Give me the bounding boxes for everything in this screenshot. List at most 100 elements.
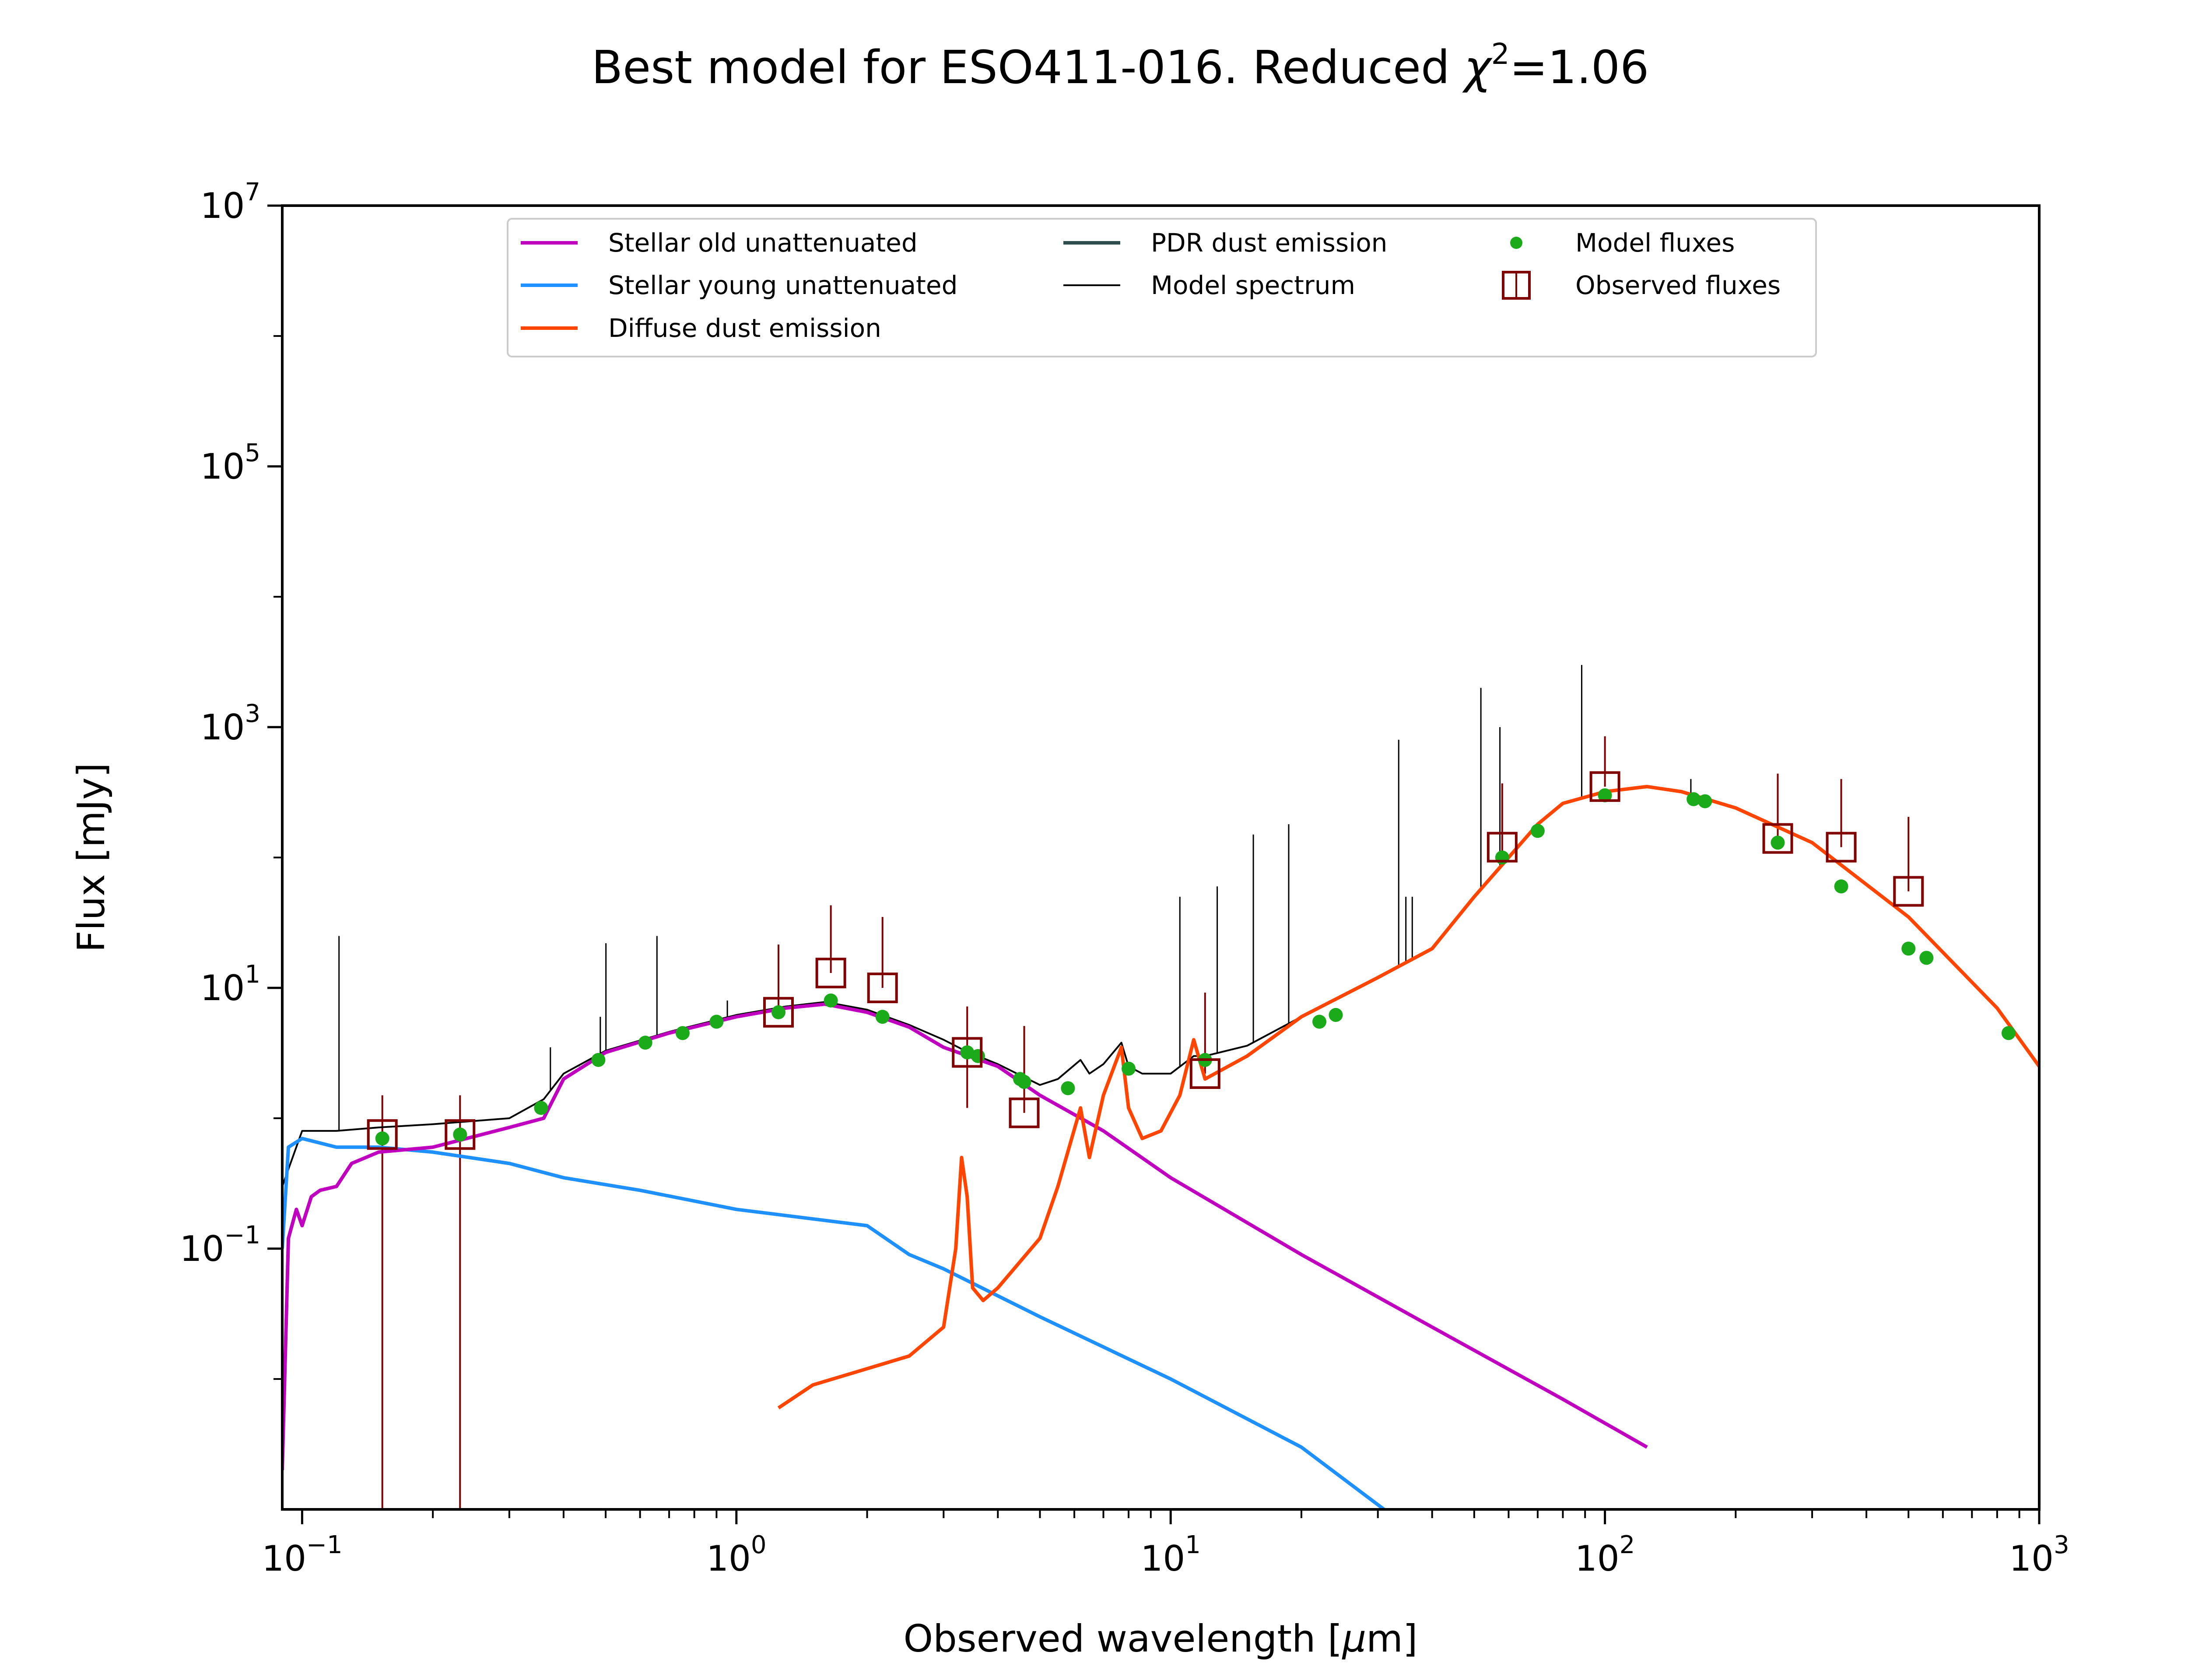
model-flux-point [1312,1015,1327,1029]
model-flux-point [971,1049,985,1063]
model-flux-point [591,1053,606,1067]
y-tick-exponent: 1 [245,960,260,989]
title-value: =1.06 [1510,41,1649,94]
plot-area [282,665,2039,1509]
model-flux-point [1919,951,1934,965]
legend-stellar-old: Stellar old unattenuated [521,228,918,258]
y-tick-label: 105 [200,439,260,487]
y-tick-label: 103 [200,700,260,748]
observed-flux-marker [1009,1097,1040,1128]
model-flux-point [709,1015,724,1029]
model-flux-point [1122,1061,1136,1076]
model-flux-point [2001,1026,2016,1040]
stellar-young-line [282,1137,1385,1509]
observed-flux-marker [1826,832,1857,863]
title-chi: χ [1462,41,1493,94]
diffuse-dust-line [777,784,2039,1410]
x-tick-base: 10 [1140,1538,1185,1579]
x-tick-exponent: 0 [751,1531,767,1559]
observed-flux-marker [763,997,794,1028]
legend-observed-fluxes: Observed fluxes [1502,270,1781,300]
model-flux-point [1598,788,1612,802]
observed-flux-marker [1189,1058,1220,1089]
legend-label: Stellar old unattenuated [608,228,918,258]
stellar-old-line [282,1002,1648,1470]
x-tick-base: 10 [706,1538,751,1579]
model-flux-point [638,1036,652,1050]
y-tick-exponent: 5 [245,439,260,467]
y-tick-base: 10 [200,707,245,748]
model-flux-point [1698,794,1712,808]
y-tick-label: 10−1 [180,1221,260,1269]
model-flux-point [1771,836,1785,850]
legend-model-fluxes: Model fluxes [1510,228,1735,258]
x-tick-base: 10 [1575,1538,1620,1579]
model-flux-point [1687,792,1701,806]
x-tick-base: 10 [262,1538,306,1579]
model-flux-point [675,1026,690,1040]
y-axis-label: Flux [mJy] [70,763,113,952]
model-flux-point [1329,1008,1343,1022]
model-flux-point [1061,1081,1075,1096]
observed-flux-marker [867,973,898,1003]
y-tick-exponent: 7 [245,178,260,206]
title-sup: 2 [1491,37,1510,71]
y-tick-exponent: −1 [224,1221,260,1250]
legend-diffuse-dust: Diffuse dust emission [521,313,881,343]
model-flux-point [960,1045,975,1060]
model-flux-point [875,1010,890,1024]
y-tick-base: 10 [180,1228,224,1269]
observed-flux-marker [815,958,846,989]
x-tick-label: 10−1 [262,1531,342,1579]
model-flux-point [1017,1074,1031,1089]
legend-stellar-young: Stellar young unattenuated [521,270,957,300]
model-flux-point [771,1005,785,1019]
x-tick-base: 10 [2009,1538,2054,1579]
x-axis-label-pre: Observed wavelength [ [904,1617,1343,1661]
y-tick-base: 10 [200,186,245,226]
x-tick-exponent: 2 [1620,1531,1635,1559]
observed-flux-marker [1487,832,1518,863]
x-axis-label-mu: μ [1341,1617,1366,1661]
x-axis-label: Observed wavelength [μm] [904,1617,1418,1661]
legend-label: Model spectrum [1151,270,1355,300]
model-flux-point [1834,879,1848,894]
legend: Stellar old unattenuated Stellar young un… [507,218,1817,357]
x-axis-label-post: m] [1366,1617,1417,1661]
x-tick-label: 102 [1575,1531,1635,1579]
legend-label: Model fluxes [1575,228,1735,258]
legend-label: Stellar young unattenuated [608,270,957,300]
model-flux-point [1901,942,1916,956]
observed-flux-marker [1589,771,1620,802]
y-tick-label: 107 [200,178,260,226]
x-tick-label: 103 [2009,1531,2069,1579]
legend-label: PDR dust emission [1151,228,1387,258]
legend-swatch [1510,237,1522,249]
y-tick-base: 10 [200,446,245,487]
model-flux-point [375,1131,389,1146]
chart-title: Best model for ESO411-016. Reduced χ2=1.… [592,37,1649,94]
observed-flux-marker [952,1037,983,1068]
model-flux-point [824,993,838,1008]
legend-pdr-dust: PDR dust emission [1063,228,1387,258]
model-flux-point [1530,824,1545,838]
y-tick-base: 10 [200,968,245,1008]
legend-model-spectrum: Model spectrum [1063,270,1355,300]
x-tick-exponent: −1 [306,1531,343,1559]
x-tick-label: 101 [1140,1531,1200,1579]
model-flux-point [453,1127,467,1142]
legend-label: Diffuse dust emission [608,313,881,343]
observed-flux-marker [1762,823,1793,854]
x-tick-label: 100 [706,1531,766,1579]
observed-flux-marker [1893,876,1924,907]
legend-label: Observed fluxes [1575,270,1781,300]
observed-flux-marker [445,1119,476,1150]
observed-flux-marker [367,1119,398,1150]
title-main: Best model for ESO411-016. Reduced [592,41,1464,94]
x-tick-exponent: 1 [1185,1531,1201,1559]
model-flux-point [534,1101,548,1115]
x-tick-exponent: 3 [2054,1531,2069,1559]
y-tick-exponent: 3 [245,700,260,728]
